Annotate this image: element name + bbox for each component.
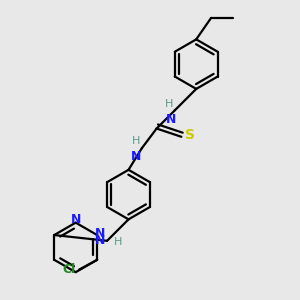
Text: N: N <box>95 227 105 240</box>
Text: H: H <box>132 136 140 146</box>
Text: S: S <box>185 128 195 142</box>
Text: H: H <box>114 238 122 248</box>
Text: N: N <box>70 213 81 226</box>
Text: N: N <box>95 234 105 247</box>
Text: Cl: Cl <box>62 263 76 276</box>
Text: N: N <box>165 113 176 126</box>
Text: N: N <box>131 150 142 163</box>
Text: H: H <box>165 99 173 109</box>
